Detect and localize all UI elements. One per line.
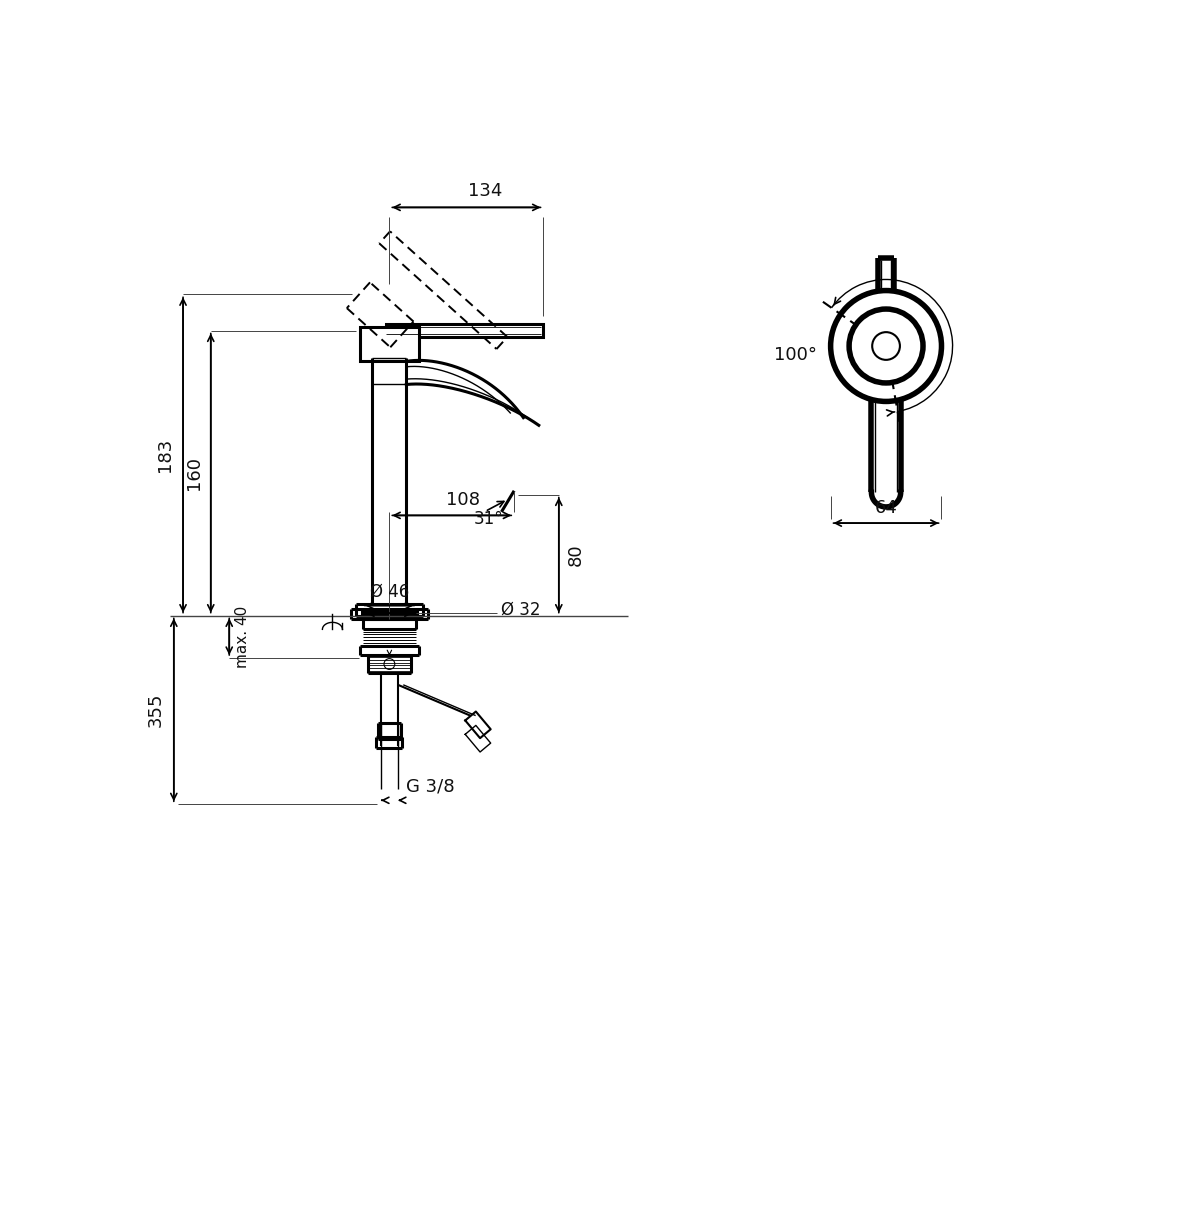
Bar bbox=[385, 324, 544, 337]
Text: 134: 134 bbox=[468, 182, 502, 199]
Text: Ø 46: Ø 46 bbox=[370, 583, 409, 601]
Circle shape bbox=[831, 290, 942, 401]
Circle shape bbox=[849, 309, 923, 383]
Text: Ø 32: Ø 32 bbox=[501, 600, 540, 618]
Text: 80: 80 bbox=[566, 544, 585, 566]
Text: G 3/8: G 3/8 bbox=[407, 778, 455, 796]
Circle shape bbox=[384, 659, 395, 669]
Text: 160: 160 bbox=[186, 456, 203, 490]
Bar bbox=[361, 327, 418, 361]
Text: 108: 108 bbox=[447, 491, 480, 509]
Text: 183: 183 bbox=[156, 437, 174, 473]
Text: max. 40: max. 40 bbox=[235, 605, 251, 668]
Text: 31°: 31° bbox=[474, 510, 504, 529]
Text: 100°: 100° bbox=[774, 346, 817, 364]
Circle shape bbox=[872, 332, 900, 360]
Text: 355: 355 bbox=[147, 693, 164, 727]
Text: 64: 64 bbox=[875, 499, 897, 516]
